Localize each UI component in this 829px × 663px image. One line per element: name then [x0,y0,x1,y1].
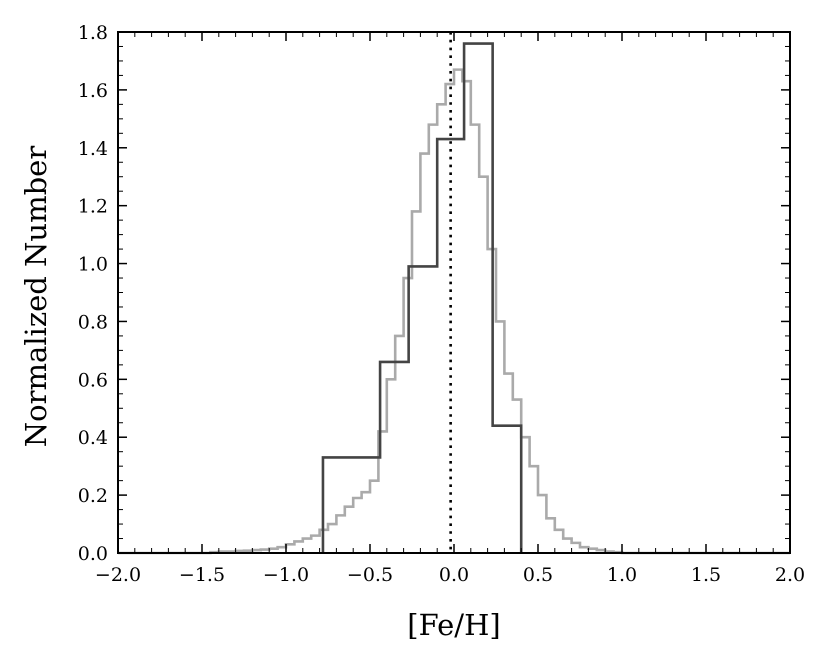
y-tick-label: 0.4 [78,427,108,449]
x-tick-label: −0.5 [347,564,393,586]
x-tick-label: 0.5 [523,564,553,586]
x-tick-label: 1.0 [607,564,637,586]
y-tick-label: 1.8 [78,22,108,44]
histogram-series-dark [321,42,523,553]
x-tick-label: 0.0 [439,564,469,586]
y-tick-label: 0.6 [78,369,108,391]
y-tick-label: 1.6 [78,80,108,102]
x-tick-label: −1.5 [179,564,225,586]
y-tick-label: 0.8 [78,311,108,333]
x-tick-label: 2.0 [775,564,805,586]
x-axis-label: [Fe/H] [407,608,500,642]
y-tick-label: 1.2 [78,196,108,218]
plot-content [118,42,790,555]
plot-frame [117,31,791,554]
x-tick-label: −2.0 [95,564,141,586]
histogram-series-gray [118,68,790,555]
y-axis-label: Normalized Number [19,146,53,448]
y-tick-label: 1.0 [78,254,108,276]
x-tick-label: −1.0 [263,564,309,586]
ticks-layer [117,31,791,554]
y-tick-label: 1.4 [78,138,108,160]
tick-labels-layer: −2.0 −1.5 −1.0 −0.5 0.0 0.5 1.0 1.5 2.0 0.0 0.2 0.4… [78,22,805,586]
y-tick-label: 0.0 [78,543,108,565]
y-tick-label: 0.2 [78,485,108,507]
x-tick-label: 1.5 [691,564,721,586]
